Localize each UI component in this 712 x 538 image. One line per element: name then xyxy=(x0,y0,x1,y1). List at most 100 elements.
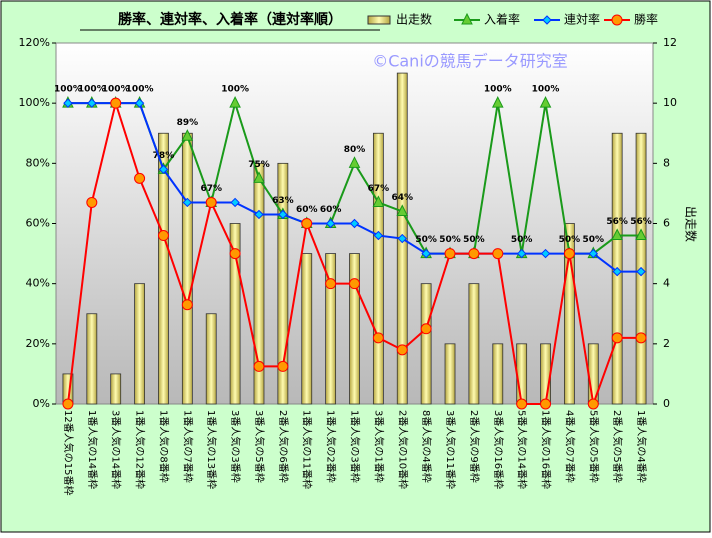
data-label: 89% xyxy=(177,118,199,128)
x-tick-label: 12番人気の15番枠 xyxy=(62,410,75,495)
data-label: 50% xyxy=(511,235,533,245)
data-label: 50% xyxy=(463,235,485,245)
data-label: 100% xyxy=(102,85,130,95)
point xyxy=(325,218,336,229)
bar xyxy=(420,283,432,405)
point xyxy=(539,96,552,108)
point xyxy=(516,248,527,259)
point xyxy=(540,398,552,410)
watermark: ©Caniの競馬データ研究室 xyxy=(372,52,568,71)
x-tick-label: 5番人気の14番枠 xyxy=(516,410,529,489)
x-tick-label: 3番人気の14番枠 xyxy=(110,410,123,489)
y2-tick-label: 0 xyxy=(663,397,670,410)
x-tick-label: 1番人気の12番枠 xyxy=(134,410,147,489)
data-label: 100% xyxy=(221,85,249,95)
data-label: 100% xyxy=(532,85,560,95)
bar xyxy=(229,223,241,405)
x-tick-label: 1番人気の16番枠 xyxy=(540,410,553,489)
bar xyxy=(134,283,145,405)
legend-marker xyxy=(611,14,623,26)
bar xyxy=(110,373,122,405)
x-tick-label: 5番人気の5番枠 xyxy=(587,410,600,483)
data-label: 63% xyxy=(272,196,294,206)
point xyxy=(588,248,599,259)
x-tick-label: 2番人気の6番枠 xyxy=(277,410,290,483)
point xyxy=(636,266,646,277)
y-tick-label: 100% xyxy=(19,96,50,109)
bar xyxy=(564,223,575,405)
point xyxy=(420,323,432,335)
x-tick-label: 1番人気の2番枠 xyxy=(325,410,338,483)
point xyxy=(87,98,97,108)
point xyxy=(277,360,289,372)
y-tick-label: 120% xyxy=(19,36,50,49)
data-label: 50% xyxy=(439,235,461,245)
y2-tick-label: 2 xyxy=(663,337,670,350)
bar xyxy=(301,253,313,405)
data-label: 100% xyxy=(54,85,82,95)
bar xyxy=(444,343,456,405)
data-label: 60% xyxy=(320,205,342,215)
point xyxy=(349,218,360,229)
y2-axis-label: 出走数 xyxy=(684,206,699,242)
data-label: 67% xyxy=(368,184,390,194)
x-tick-label: 8番人気の4番枠 xyxy=(420,410,433,483)
bar xyxy=(205,313,217,405)
x-tick-label: 2番人気の5番枠 xyxy=(611,410,624,483)
data-label: 100% xyxy=(484,85,512,95)
chart-title: 勝率、連対率、入着率（連対率順） xyxy=(118,11,342,28)
point xyxy=(181,129,194,141)
y-tick-label: 60% xyxy=(26,217,50,230)
x-tick-label: 1番人気の7番枠 xyxy=(181,410,194,483)
data-label: 78% xyxy=(153,151,175,161)
point xyxy=(301,218,313,229)
bar xyxy=(468,283,480,405)
point xyxy=(229,248,241,260)
point xyxy=(635,332,647,344)
point xyxy=(372,332,384,344)
point xyxy=(182,197,193,208)
point xyxy=(612,266,622,277)
point xyxy=(230,197,240,208)
x-tick-label: 2番人気の9番枠 xyxy=(468,410,481,483)
bar xyxy=(516,343,528,405)
y2-tick-label: 4 xyxy=(663,277,670,290)
data-label: 60% xyxy=(296,205,318,215)
point xyxy=(134,98,145,108)
data-label: 75% xyxy=(248,160,270,170)
point xyxy=(372,195,385,207)
legend-label: 出走数 xyxy=(396,12,432,27)
point xyxy=(468,248,480,260)
x-tick-label: 3番人気の3番枠 xyxy=(229,410,242,483)
x-tick-label: 3番人気の1番枠 xyxy=(372,410,385,483)
point xyxy=(205,196,217,208)
bar xyxy=(181,132,193,405)
x-tick-label: 4番人気の7番枠 xyxy=(563,410,576,483)
legend-swatch xyxy=(367,15,391,25)
point xyxy=(63,98,73,108)
y-tick-label: 0% xyxy=(33,397,50,410)
bar xyxy=(540,343,551,405)
point xyxy=(563,248,575,260)
legend-label: 勝率 xyxy=(634,12,658,27)
y-tick-label: 80% xyxy=(26,156,50,169)
bar xyxy=(253,162,265,405)
data-label: 50% xyxy=(415,235,437,245)
point xyxy=(492,248,504,260)
x-tick-label: 1番人気の8番枠 xyxy=(157,410,170,483)
y2-tick-label: 12 xyxy=(663,36,677,49)
point xyxy=(611,228,623,241)
legend-label: 連対率 xyxy=(564,12,600,27)
point xyxy=(134,172,146,184)
point xyxy=(373,230,384,241)
point xyxy=(397,233,407,244)
bar xyxy=(372,132,384,405)
data-label: 56% xyxy=(606,217,628,227)
data-label: 80% xyxy=(344,145,366,155)
bar xyxy=(158,132,169,405)
point xyxy=(86,196,98,208)
legend-marker xyxy=(542,15,552,25)
legend-marker xyxy=(461,12,473,25)
y2-tick-label: 6 xyxy=(663,217,670,230)
